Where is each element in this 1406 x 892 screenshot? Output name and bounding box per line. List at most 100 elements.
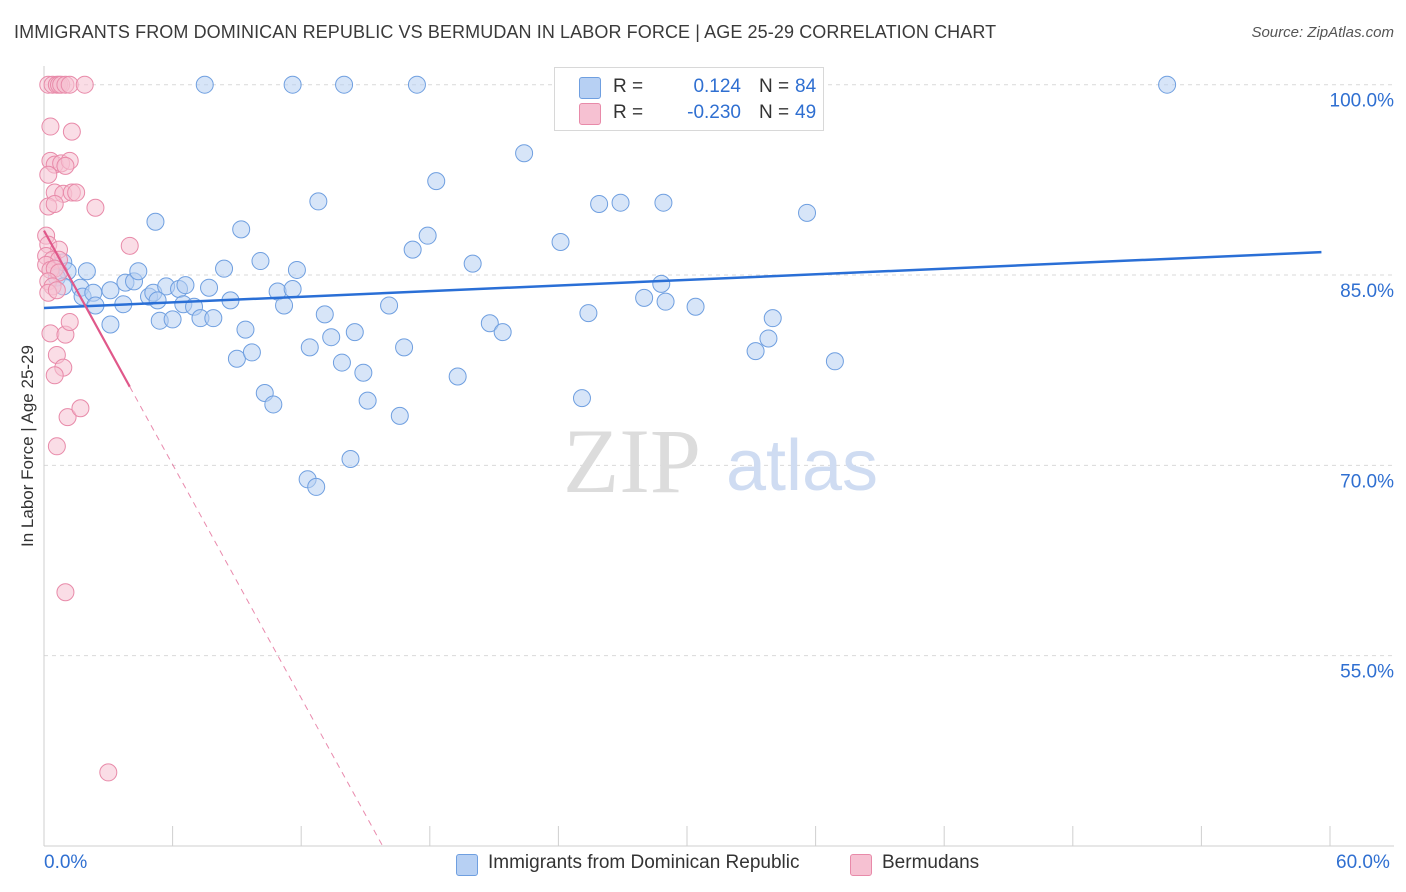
dominican-point: [176, 276, 195, 295]
dominican-point: [332, 353, 351, 372]
pink-swatch-icon: [850, 854, 872, 876]
y-tick-label: 85.0%: [1340, 281, 1394, 302]
dominican-point: [287, 260, 306, 279]
dominican-point: [579, 304, 598, 323]
legend-n-value: 49: [795, 102, 817, 123]
dominican-point: [204, 309, 223, 328]
dominican-point: [309, 192, 328, 211]
bermudan-point: [47, 281, 66, 300]
blue-swatch-icon: [456, 854, 478, 876]
dominican-point: [300, 338, 319, 357]
dominican-point: [345, 323, 364, 342]
dominican-point: [101, 281, 120, 300]
dominican-point: [654, 193, 673, 212]
bermudan-point: [56, 156, 75, 175]
dominican-point: [395, 338, 414, 357]
dominican-point: [148, 291, 167, 310]
dominican-point: [315, 305, 334, 324]
dominican-point: [746, 342, 765, 361]
trend-lines: [43, 230, 1322, 847]
y-tick-label: 55.0%: [1340, 662, 1394, 683]
legend-n-label: N =: [759, 76, 790, 97]
bermudan-point: [120, 236, 139, 255]
x-min-label: 0.0%: [44, 852, 88, 873]
dominican-point: [448, 367, 467, 386]
y-tick-label: 70.0%: [1340, 471, 1394, 492]
bermudan-point: [71, 399, 90, 418]
dominican-point: [236, 320, 255, 339]
dominican-point: [493, 323, 512, 342]
bermudan-point: [86, 198, 105, 217]
watermark-atlas: atlas: [726, 426, 878, 506]
dominican-point: [146, 212, 165, 231]
dominican-point: [275, 296, 294, 315]
dominican-point: [358, 391, 377, 410]
x-max-label: 60.0%: [1336, 852, 1390, 873]
dominican-point: [307, 477, 326, 496]
dominican-point: [251, 252, 270, 271]
bermudan-point: [75, 75, 94, 94]
series-bermudan-points: [37, 75, 139, 782]
dominican-point: [590, 194, 609, 213]
dominican-point: [403, 240, 422, 259]
dominican-point: [354, 363, 373, 382]
legend-n-value: 84: [795, 76, 817, 97]
dominican-point: [380, 296, 399, 315]
dominican-trend-line: [43, 250, 1322, 310]
dominican-point: [427, 172, 446, 191]
gridlines: [44, 84, 1394, 657]
dominican-point: [335, 75, 354, 94]
watermark-zip: ZIP: [563, 410, 701, 512]
dominican-point: [232, 220, 251, 239]
dominican-point: [195, 75, 214, 94]
legend-r-value: 0.124: [693, 76, 741, 97]
dominican-point: [825, 352, 844, 371]
dominican-point: [686, 297, 705, 316]
dominican-point: [283, 75, 302, 94]
bermudan-point: [56, 583, 75, 602]
dominican-point: [101, 315, 120, 334]
dominican-point: [763, 309, 782, 328]
dominican-point: [652, 274, 671, 293]
dominican-point: [611, 193, 630, 212]
dominican-point: [390, 406, 409, 425]
dominican-point: [322, 328, 341, 347]
dominican-point: [759, 329, 778, 348]
bermudan-point: [41, 117, 60, 136]
bermudan-point: [58, 408, 77, 427]
bottom-legend-label: Immigrants from Dominican Republic: [488, 852, 800, 873]
dominican-point: [129, 262, 148, 281]
dominican-point: [480, 314, 499, 333]
dominican-point: [635, 288, 654, 307]
dominican-point: [551, 233, 570, 252]
bottom-legend-label: Bermudans: [882, 852, 980, 873]
dominican-point: [227, 349, 246, 368]
dominican-point: [656, 292, 675, 311]
dominican-point: [77, 262, 96, 281]
dominican-point: [163, 310, 182, 329]
y-axis-title-wrap: In Labor Force | Age 25-29: [14, 300, 42, 600]
bermudan-point: [41, 324, 60, 343]
dominican-point: [264, 395, 283, 414]
dominican-point: [418, 226, 437, 245]
legend-r-label: R =: [613, 76, 644, 97]
legend-r-value: -0.230: [687, 102, 741, 123]
dominican-point: [572, 389, 591, 408]
legend-n-label: N =: [759, 102, 790, 123]
dominican-point: [215, 259, 234, 278]
dominican-point: [407, 75, 426, 94]
blue-swatch-icon: [579, 77, 601, 99]
legend-r-label: R =: [613, 102, 644, 123]
bermudan-trend-line: [43, 230, 131, 388]
bermudan-point: [99, 763, 118, 782]
chart-title: IMMIGRANTS FROM DOMINICAN REPUBLIC VS BE…: [14, 22, 997, 42]
correlation-legend: R = 0.124 N = 84 R = -0.230 N = 49: [554, 67, 824, 131]
pink-swatch-icon: [579, 103, 601, 125]
dominican-point: [1158, 75, 1177, 94]
dominican-point: [283, 279, 302, 298]
bermudan-point: [39, 165, 58, 184]
bermudan-point: [47, 437, 66, 456]
bermudan-point: [62, 122, 81, 141]
dominican-point: [515, 144, 534, 163]
